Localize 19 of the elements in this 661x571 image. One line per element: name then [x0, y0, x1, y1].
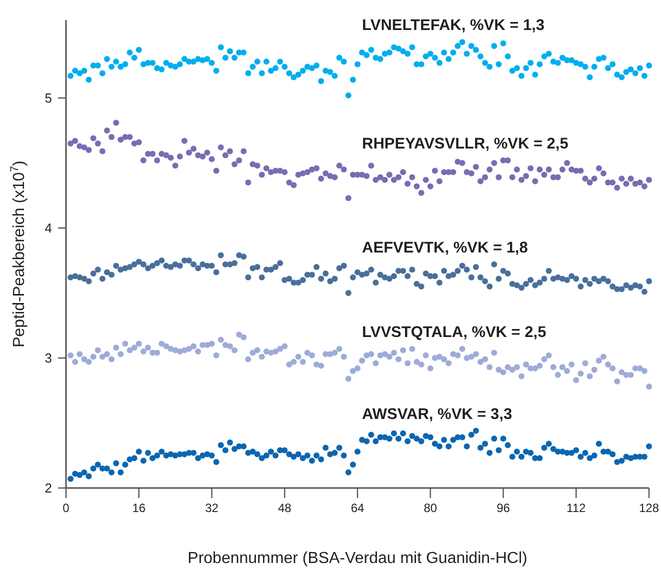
series-label: AWSVAR, %VK = 3,3 — [362, 406, 512, 423]
series-label: RHPEYAVSVLLR, %VK = 2,5 — [362, 135, 569, 152]
x-axis-title: Probennummer (BSA-Verdau mit Guanidin-HCl) — [188, 550, 528, 567]
series-label: LVVSTQTALA, %VK = 2,5 — [362, 324, 547, 341]
series-label: LVNELTEFAK, %VK = 1,3 — [362, 17, 545, 34]
x-tick-label: 48 — [278, 501, 292, 515]
y-tick-label: 5 — [44, 90, 52, 106]
x-tick-label: 96 — [496, 501, 510, 515]
y-tick-label: 2 — [44, 480, 52, 496]
x-tick-label: 128 — [638, 501, 660, 515]
x-tick-label: 32 — [205, 501, 219, 515]
y-tick-label: 4 — [44, 220, 52, 236]
series-label: AEFVEVTK, %VK = 1,8 — [362, 239, 528, 256]
x-tick-label: 0 — [62, 501, 70, 515]
x-tick-label: 16 — [132, 501, 146, 515]
x-tick-label: 112 — [566, 501, 586, 515]
y-tick-label: 3 — [44, 350, 52, 366]
x-tick-label: 64 — [350, 501, 364, 515]
x-tick-label: 80 — [424, 501, 438, 515]
